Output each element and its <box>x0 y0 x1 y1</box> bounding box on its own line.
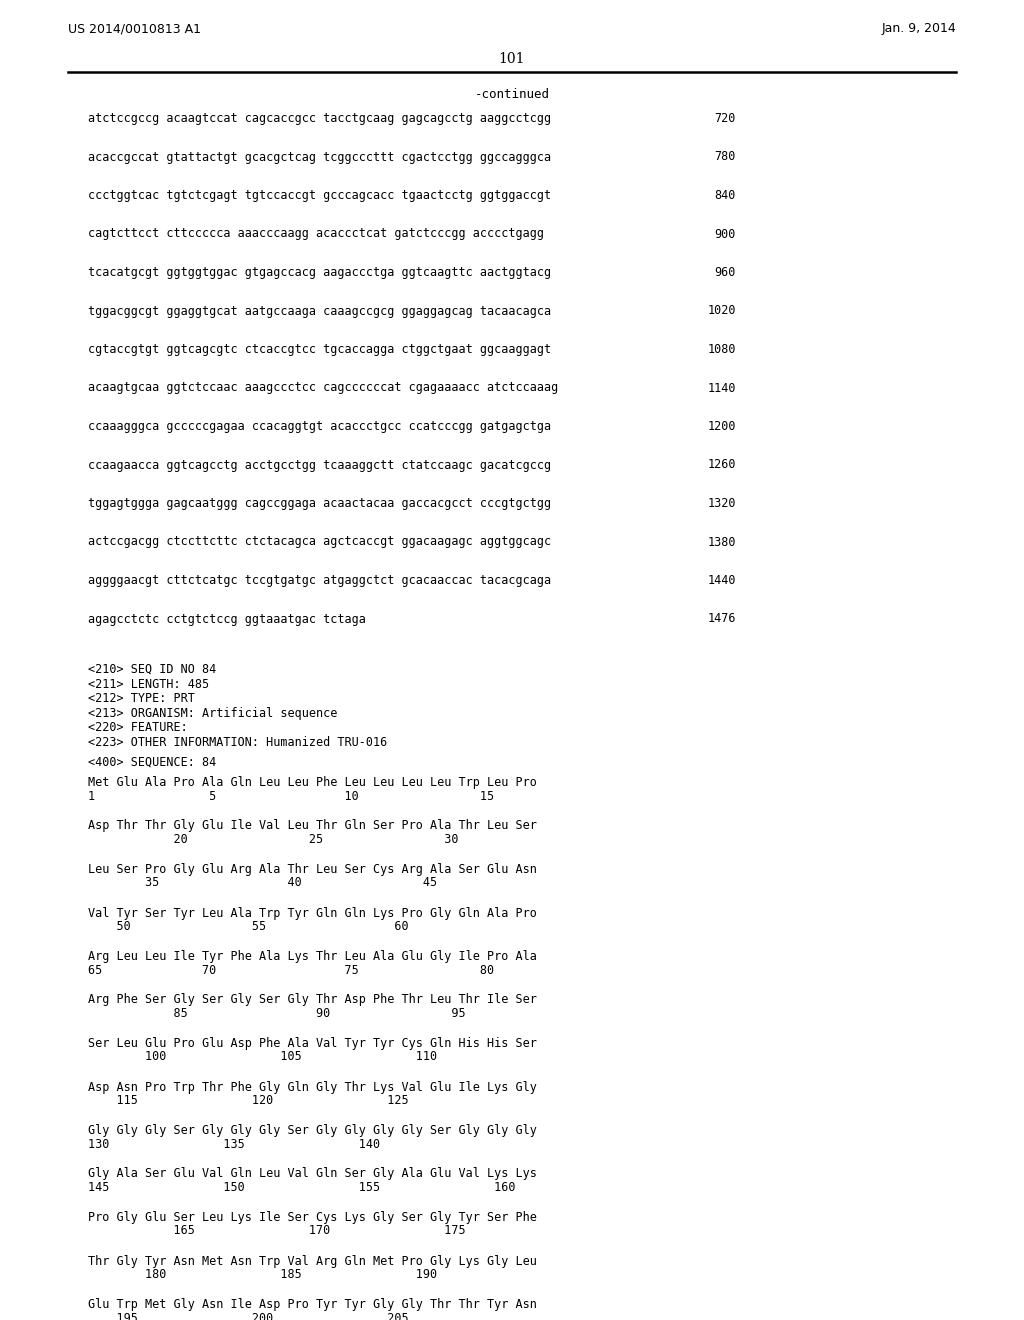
Text: <212> TYPE: PRT: <212> TYPE: PRT <box>88 692 195 705</box>
Text: Leu Ser Pro Gly Glu Arg Ala Thr Leu Ser Cys Arg Ala Ser Glu Asn: Leu Ser Pro Gly Glu Arg Ala Thr Leu Ser … <box>88 863 537 876</box>
Text: <210> SEQ ID NO 84: <210> SEQ ID NO 84 <box>88 663 216 676</box>
Text: tggagtggga gagcaatggg cagccggaga acaactacaa gaccacgcct cccgtgctgg: tggagtggga gagcaatggg cagccggaga acaacta… <box>88 498 551 510</box>
Text: 1260: 1260 <box>708 458 736 471</box>
Text: Asp Asn Pro Trp Thr Phe Gly Gln Gly Thr Lys Val Glu Ile Lys Gly: Asp Asn Pro Trp Thr Phe Gly Gln Gly Thr … <box>88 1081 537 1093</box>
Text: tggacggcgt ggaggtgcat aatgccaaga caaagccgcg ggaggagcag tacaacagca: tggacggcgt ggaggtgcat aatgccaaga caaagcc… <box>88 305 551 318</box>
Text: 145                150                155                160: 145 150 155 160 <box>88 1181 515 1195</box>
Text: cagtcttcct cttccccca aaacccaagg acaccctcat gatctcccgg acccctgagg: cagtcttcct cttccccca aaacccaagg acaccctc… <box>88 227 544 240</box>
Text: Glu Trp Met Gly Asn Ile Asp Pro Tyr Tyr Gly Gly Thr Thr Tyr Asn: Glu Trp Met Gly Asn Ile Asp Pro Tyr Tyr … <box>88 1298 537 1311</box>
Text: 101: 101 <box>499 51 525 66</box>
Text: Jan. 9, 2014: Jan. 9, 2014 <box>882 22 956 36</box>
Text: tcacatgcgt ggtggtggac gtgagccacg aagaccctga ggtcaagttc aactggtacg: tcacatgcgt ggtggtggac gtgagccacg aagaccc… <box>88 267 551 279</box>
Text: 100                105                110: 100 105 110 <box>88 1051 437 1064</box>
Text: Gly Gly Gly Ser Gly Gly Gly Ser Gly Gly Gly Gly Ser Gly Gly Gly: Gly Gly Gly Ser Gly Gly Gly Ser Gly Gly … <box>88 1125 537 1137</box>
Text: Gly Ala Ser Glu Val Gln Leu Val Gln Ser Gly Ala Glu Val Lys Lys: Gly Ala Ser Glu Val Gln Leu Val Gln Ser … <box>88 1167 537 1180</box>
Text: cgtaccgtgt ggtcagcgtc ctcaccgtcc tgcaccagga ctggctgaat ggcaaggagt: cgtaccgtgt ggtcagcgtc ctcaccgtcc tgcacca… <box>88 343 551 356</box>
Text: 85                  90                 95: 85 90 95 <box>88 1007 466 1020</box>
Text: agagcctctc cctgtctccg ggtaaatgac tctaga: agagcctctc cctgtctccg ggtaaatgac tctaga <box>88 612 366 626</box>
Text: 720: 720 <box>715 112 736 125</box>
Text: 1440: 1440 <box>708 574 736 587</box>
Text: -continued: -continued <box>474 88 550 102</box>
Text: actccgacgg ctccttcttc ctctacagca agctcaccgt ggacaagagc aggtggcagc: actccgacgg ctccttcttc ctctacagca agctcac… <box>88 536 551 549</box>
Text: <213> ORGANISM: Artificial sequence: <213> ORGANISM: Artificial sequence <box>88 706 337 719</box>
Text: 1                5                  10                 15: 1 5 10 15 <box>88 789 495 803</box>
Text: <223> OTHER INFORMATION: Humanized TRU-016: <223> OTHER INFORMATION: Humanized TRU-0… <box>88 735 387 748</box>
Text: 900: 900 <box>715 227 736 240</box>
Text: 50                 55                  60: 50 55 60 <box>88 920 409 933</box>
Text: acaccgccat gtattactgt gcacgctcag tcggcccttt cgactcctgg ggccagggca: acaccgccat gtattactgt gcacgctcag tcggccc… <box>88 150 551 164</box>
Text: <400> SEQUENCE: 84: <400> SEQUENCE: 84 <box>88 756 216 770</box>
Text: 840: 840 <box>715 189 736 202</box>
Text: 20                 25                 30: 20 25 30 <box>88 833 459 846</box>
Text: Asp Thr Thr Gly Glu Ile Val Leu Thr Gln Ser Pro Ala Thr Leu Ser: Asp Thr Thr Gly Glu Ile Val Leu Thr Gln … <box>88 820 537 833</box>
Text: 35                  40                 45: 35 40 45 <box>88 876 437 890</box>
Text: ccctggtcac tgtctcgagt tgtccaccgt gcccagcacc tgaactcctg ggtggaccgt: ccctggtcac tgtctcgagt tgtccaccgt gcccagc… <box>88 189 551 202</box>
Text: 165                170                175: 165 170 175 <box>88 1225 466 1238</box>
Text: 130                135                140: 130 135 140 <box>88 1138 380 1151</box>
Text: Val Tyr Ser Tyr Leu Ala Trp Tyr Gln Gln Lys Pro Gly Gln Ala Pro: Val Tyr Ser Tyr Leu Ala Trp Tyr Gln Gln … <box>88 907 537 920</box>
Text: acaagtgcaa ggtctccaac aaagccctcc cagccccccat cgagaaaacc atctccaaag: acaagtgcaa ggtctccaac aaagccctcc cagcccc… <box>88 381 558 395</box>
Text: Ser Leu Glu Pro Glu Asp Phe Ala Val Tyr Tyr Cys Gln His His Ser: Ser Leu Glu Pro Glu Asp Phe Ala Val Tyr … <box>88 1038 537 1049</box>
Text: 780: 780 <box>715 150 736 164</box>
Text: ccaaagggca gcccccgagaa ccacaggtgt acaccctgcc ccatcccgg gatgagctga: ccaaagggca gcccccgagaa ccacaggtgt acaccc… <box>88 420 551 433</box>
Text: US 2014/0010813 A1: US 2014/0010813 A1 <box>68 22 201 36</box>
Text: 115                120                125: 115 120 125 <box>88 1094 409 1107</box>
Text: 1320: 1320 <box>708 498 736 510</box>
Text: Met Glu Ala Pro Ala Gln Leu Leu Phe Leu Leu Leu Leu Trp Leu Pro: Met Glu Ala Pro Ala Gln Leu Leu Phe Leu … <box>88 776 537 789</box>
Text: <220> FEATURE:: <220> FEATURE: <box>88 721 187 734</box>
Text: aggggaacgt cttctcatgc tccgtgatgc atgaggctct gcacaaccac tacacgcaga: aggggaacgt cttctcatgc tccgtgatgc atgaggc… <box>88 574 551 587</box>
Text: <211> LENGTH: 485: <211> LENGTH: 485 <box>88 677 209 690</box>
Text: 195                200                205: 195 200 205 <box>88 1312 409 1320</box>
Text: 65              70                  75                 80: 65 70 75 80 <box>88 964 495 977</box>
Text: 180                185                190: 180 185 190 <box>88 1269 437 1280</box>
Text: 1380: 1380 <box>708 536 736 549</box>
Text: 1020: 1020 <box>708 305 736 318</box>
Text: Arg Phe Ser Gly Ser Gly Ser Gly Thr Asp Phe Thr Leu Thr Ile Ser: Arg Phe Ser Gly Ser Gly Ser Gly Thr Asp … <box>88 994 537 1006</box>
Text: ccaagaacca ggtcagcctg acctgcctgg tcaaaggctt ctatccaagc gacatcgccg: ccaagaacca ggtcagcctg acctgcctgg tcaaagg… <box>88 458 551 471</box>
Text: 1476: 1476 <box>708 612 736 626</box>
Text: atctccgccg acaagtccat cagcaccgcc tacctgcaag gagcagcctg aaggcctcgg: atctccgccg acaagtccat cagcaccgcc tacctgc… <box>88 112 551 125</box>
Text: 960: 960 <box>715 267 736 279</box>
Text: Thr Gly Tyr Asn Met Asn Trp Val Arg Gln Met Pro Gly Lys Gly Leu: Thr Gly Tyr Asn Met Asn Trp Val Arg Gln … <box>88 1254 537 1267</box>
Text: 1200: 1200 <box>708 420 736 433</box>
Text: Arg Leu Leu Ile Tyr Phe Ala Lys Thr Leu Ala Glu Gly Ile Pro Ala: Arg Leu Leu Ile Tyr Phe Ala Lys Thr Leu … <box>88 950 537 964</box>
Text: Pro Gly Glu Ser Leu Lys Ile Ser Cys Lys Gly Ser Gly Tyr Ser Phe: Pro Gly Glu Ser Leu Lys Ile Ser Cys Lys … <box>88 1210 537 1224</box>
Text: 1140: 1140 <box>708 381 736 395</box>
Text: 1080: 1080 <box>708 343 736 356</box>
